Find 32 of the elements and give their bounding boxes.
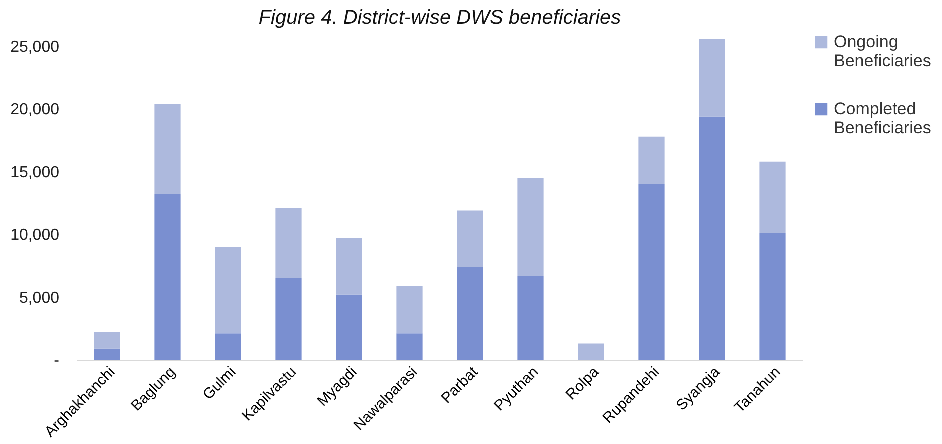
bar <box>396 286 423 334</box>
bar <box>215 247 242 334</box>
bar <box>276 278 302 360</box>
y-tick-label: 25,000 <box>10 39 60 56</box>
bar <box>276 208 302 278</box>
bar <box>699 116 726 360</box>
legend-label: Completed Beneficiaries <box>834 100 932 138</box>
bar <box>760 233 786 360</box>
y-tick-label: 10,000 <box>10 227 60 244</box>
bar <box>699 39 726 117</box>
bar <box>638 136 665 184</box>
bar <box>518 276 544 360</box>
bar <box>396 334 423 360</box>
chart-title: Figure 4. District-wise DWS beneficiaries <box>258 7 622 29</box>
bar <box>638 184 665 360</box>
bar <box>457 267 484 360</box>
y-tick-label: 5,000 <box>19 290 60 307</box>
bar <box>94 332 120 349</box>
y-tick-label: - <box>54 352 60 370</box>
bar <box>457 210 484 268</box>
bar <box>215 334 242 360</box>
bar <box>154 104 181 194</box>
bar <box>336 238 362 295</box>
y-tick-label: 15,000 <box>10 164 60 182</box>
bar <box>94 348 120 360</box>
bar <box>760 162 786 234</box>
y-tick-label: 20,000 <box>10 102 60 119</box>
bar <box>578 344 604 360</box>
bar <box>518 178 544 276</box>
bar <box>336 294 362 360</box>
bar <box>154 194 181 360</box>
legend-label: Ongoing Beneficiaries <box>834 32 932 70</box>
